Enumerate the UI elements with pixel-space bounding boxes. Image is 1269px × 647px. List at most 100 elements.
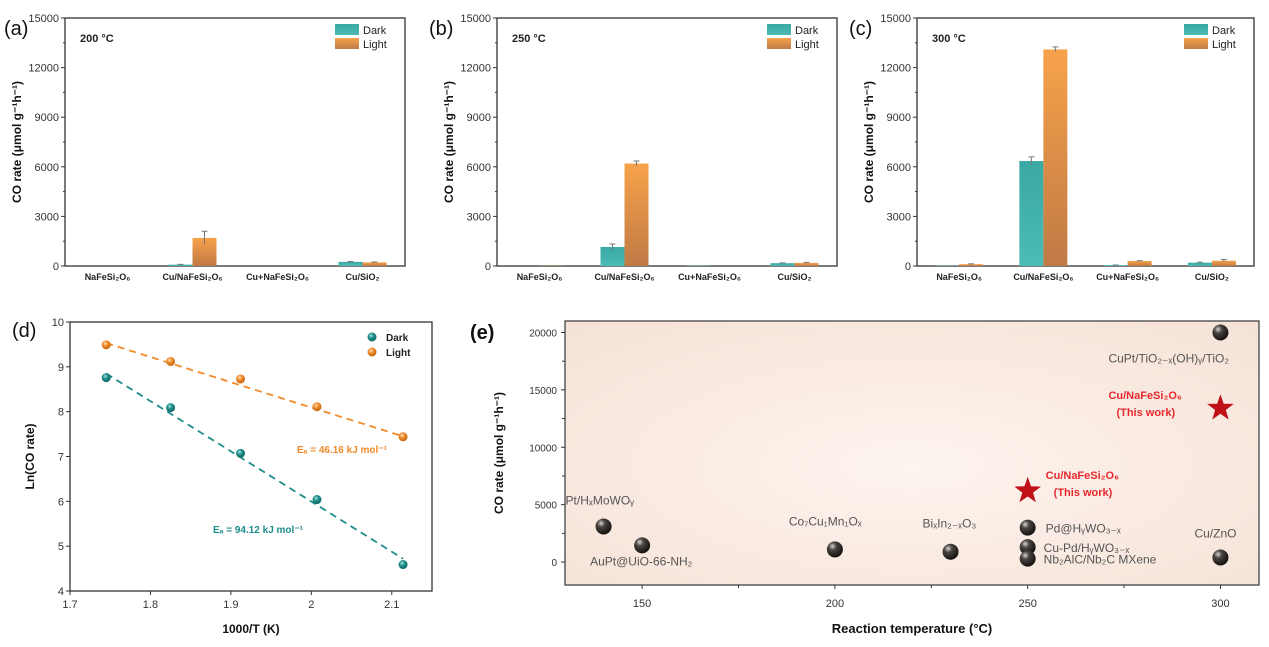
category-label: NaFeSi₂O₆ xyxy=(517,272,563,282)
legend-swatch-dark xyxy=(335,24,359,35)
legend-label-light: Light xyxy=(363,39,387,51)
category-label: NaFeSi₂O₆ xyxy=(85,272,131,282)
bar-light xyxy=(624,163,649,266)
panel-b: 0 3000 6000 9000 12000 15000 CO rate (μmol g⁻¹… xyxy=(429,13,838,282)
category-label: Cu/NaFeSi₂O₆ xyxy=(1013,272,1073,282)
plot-frame xyxy=(64,17,406,267)
x-tick-label: 250 xyxy=(1018,598,1036,610)
temperature-annotation: 300 °C xyxy=(932,33,966,45)
x-tick-label: 2.1 xyxy=(384,599,399,611)
bar-light xyxy=(1127,261,1152,266)
panel-label: (b) xyxy=(429,18,453,40)
plot-frame xyxy=(69,321,433,592)
fit-line-light xyxy=(105,342,404,438)
category-label: Cu+NaFeSi₂O₆ xyxy=(678,272,741,282)
legend-label-dark: Dark xyxy=(1212,25,1236,37)
legend-label-light: Light xyxy=(386,348,411,359)
x-tick-label: 1.8 xyxy=(143,599,158,611)
legend-swatch-dark xyxy=(767,24,791,35)
y-tick-label: 15000 xyxy=(529,386,557,397)
legend-marker-light xyxy=(367,347,377,357)
plot-frame xyxy=(496,17,838,267)
catalyst-point xyxy=(1019,519,1036,536)
data-point-dark xyxy=(236,448,246,458)
y-tick-label: 0 xyxy=(485,261,491,273)
data-point-light xyxy=(101,340,111,350)
x-tick-label: 200 xyxy=(826,598,844,610)
y-tick-label: 9 xyxy=(58,362,64,374)
category-label: Cu/SiO₂ xyxy=(777,272,811,282)
y-tick-label: 12000 xyxy=(28,63,59,75)
y-axis-label: CO rate (μmol g⁻¹h⁻¹) xyxy=(862,81,876,203)
fit-line-dark xyxy=(105,372,404,560)
catalyst-label: Nb₂AlC/Nb₂C MXene xyxy=(1044,553,1157,567)
category-label: Cu+NaFeSi₂O₆ xyxy=(1096,272,1159,282)
legend-marker-dark xyxy=(367,332,377,342)
bar-dark xyxy=(1187,262,1212,266)
y-tick-label: 15000 xyxy=(460,13,491,25)
activation-energy-dark: Eₐ = 94.12 kJ mol⁻¹ xyxy=(213,525,304,536)
y-tick-label: 10000 xyxy=(529,443,557,454)
y-tick-label: 5000 xyxy=(535,501,558,512)
bar-dark xyxy=(168,264,193,266)
catalyst-point xyxy=(942,543,959,560)
bar-light xyxy=(362,262,387,266)
category-label: NaFeSi₂O₆ xyxy=(936,272,982,282)
x-axis-label: Reaction temperature (°C) xyxy=(832,621,993,636)
panel-e: 150 200 250 300 0 5000 10000 15000 20000 Reaction… xyxy=(470,320,1260,636)
catalyst-point xyxy=(826,541,843,558)
data-point-dark xyxy=(398,560,408,570)
bar-dark xyxy=(1103,265,1128,266)
bar-dark xyxy=(338,261,363,266)
bar-light xyxy=(1211,260,1236,266)
category-label: Cu+NaFeSi₂O₆ xyxy=(246,272,309,282)
y-tick-label: 10 xyxy=(52,317,64,329)
y-tick-label: 6000 xyxy=(887,162,911,174)
panel-d: 1.7 1.8 1.9 2 2.1 4 5 6 7 8 9 10 1000/T (K) Ln(CO rat… xyxy=(12,317,433,636)
y-tick-label: 9000 xyxy=(887,112,911,124)
legend-label-dark: Dark xyxy=(386,333,409,344)
category-label: Cu/SiO₂ xyxy=(1195,272,1229,282)
category-label: Cu/SiO₂ xyxy=(345,272,379,282)
y-axis-label: CO rate (μmol g⁻¹h⁻¹) xyxy=(492,392,506,514)
x-tick-label: 1.9 xyxy=(223,599,238,611)
category-label: Cu/NaFeSi₂O₆ xyxy=(594,272,654,282)
data-point-light xyxy=(312,402,322,412)
bar-dark xyxy=(1019,161,1044,266)
temperature-annotation: 250 °C xyxy=(512,33,546,45)
x-axis-label: 1000/T (K) xyxy=(222,622,279,636)
bar-light xyxy=(794,262,819,266)
panel-a: 0 3000 6000 9000 12000 15000 CO rate (μmol g⁻¹… xyxy=(4,13,406,282)
panel-label: (e) xyxy=(470,322,494,344)
catalyst-point xyxy=(1212,549,1229,566)
x-tick-label: 2 xyxy=(308,599,314,611)
y-tick-label: 6000 xyxy=(467,162,491,174)
category-label: Cu/NaFeSi₂O₆ xyxy=(162,272,222,282)
y-tick-label: 0 xyxy=(551,558,557,569)
panel-label: (a) xyxy=(4,18,28,40)
legend-label-light: Light xyxy=(795,39,819,51)
y-tick-label: 3000 xyxy=(887,211,911,223)
catalyst-point xyxy=(1212,324,1229,341)
plot-frame xyxy=(564,320,1260,586)
y-axis-label: CO rate (μmol g⁻¹h⁻¹) xyxy=(442,81,456,203)
catalyst-label: Pt/HₓMoWOᵧ xyxy=(566,493,635,507)
catalyst-label: BiₓIn₂₋ₓO₃ xyxy=(923,517,977,531)
y-tick-label: 12000 xyxy=(460,63,491,75)
y-tick-label: 9000 xyxy=(35,112,59,124)
y-tick-label: 8 xyxy=(58,407,64,419)
catalyst-label: AuPt@UiO-66-NH₂ xyxy=(590,554,693,568)
x-tick-label: 150 xyxy=(633,598,651,610)
catalyst-label: Cu/ZnO xyxy=(1194,526,1236,540)
catalyst-point xyxy=(1019,539,1036,556)
plot-frame xyxy=(916,17,1255,267)
y-tick-label: 0 xyxy=(905,261,911,273)
bar-dark xyxy=(770,263,795,266)
legend-swatch-light xyxy=(1184,38,1208,49)
legend-label-dark: Dark xyxy=(795,25,819,37)
catalyst-point xyxy=(595,518,612,535)
activation-energy-light: Eₐ = 46.16 kJ mol⁻¹ xyxy=(297,445,388,456)
catalyst-label: CuPt/TiO₂₋ₓ(OH)ᵧ/TiO₂ xyxy=(1108,351,1229,365)
x-tick-label: 300 xyxy=(1211,598,1229,610)
panel-label: (c) xyxy=(849,18,872,40)
